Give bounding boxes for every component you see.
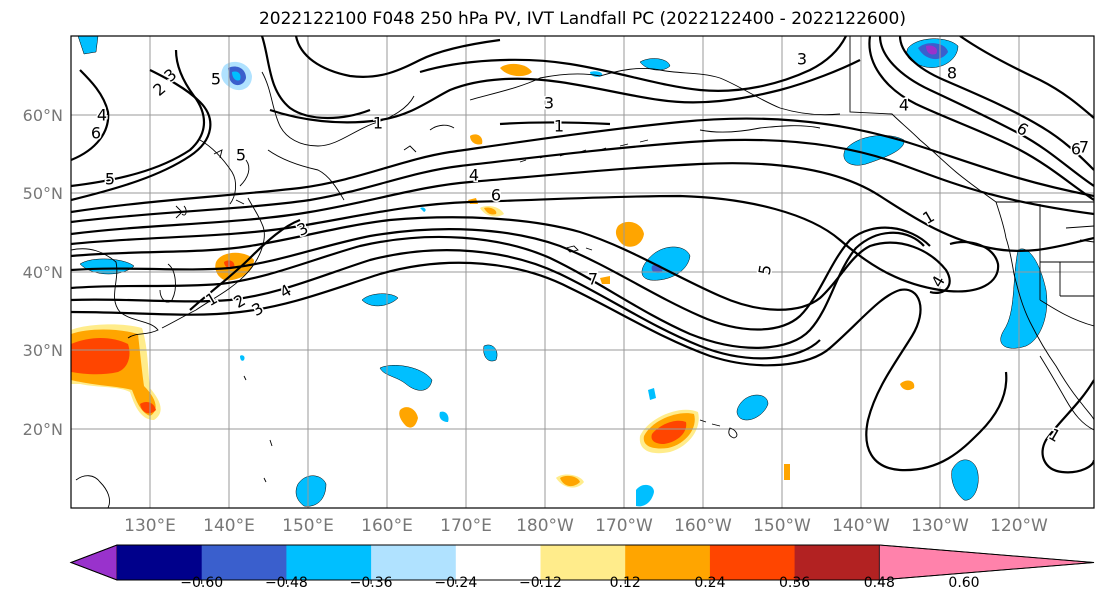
colorbar-segment — [540, 545, 626, 580]
contour-label: 4 — [899, 96, 909, 115]
contour-label: 5 — [105, 170, 115, 189]
longitude-label: 160°W — [674, 516, 732, 536]
negative-anomaly — [648, 388, 656, 400]
colorbar-outline — [69, 544, 1095, 581]
positive-anomaly — [651, 420, 687, 444]
pv-contours — [71, 36, 1094, 474]
negative-anomaly — [361, 293, 399, 307]
colorbar-segment — [794, 545, 880, 580]
negative-anomaly — [232, 71, 241, 81]
contour-label: 5 — [236, 146, 246, 165]
longitude-labels: 130°E 140°E 150°E 160°E 170°E 180°W 170°W 160°W… — [124, 516, 1048, 536]
map-title: 2022122100 F048 250 hPa PV, IVT Landfall… — [258, 9, 906, 29]
colorbar-segment — [455, 545, 541, 580]
positive-anomaly — [500, 63, 532, 77]
colorbar-segment — [371, 545, 457, 580]
colorbar-extend-low — [69, 544, 118, 581]
colorbar-tick-label: 0.48 — [864, 575, 895, 591]
colorbar-tick-label: 0.36 — [779, 575, 810, 591]
contour-label: 8 — [947, 64, 957, 83]
latitude-label: 20°N — [23, 420, 63, 439]
positive-anomaly — [399, 407, 418, 428]
colorbar-tick-label: −0.12 — [519, 575, 562, 591]
negative-anomaly — [843, 135, 905, 166]
colorbar-tick-label: 0.12 — [610, 575, 641, 591]
colorbar-tick-label: −0.48 — [265, 575, 308, 591]
positive-anomaly — [484, 207, 497, 215]
contour-label: 3 — [544, 94, 554, 113]
contour-label: 6 — [491, 186, 501, 205]
longitude-label: 140°E — [203, 516, 255, 536]
latitude-label: 30°N — [23, 341, 63, 360]
longitude-label: 140°W — [832, 516, 890, 536]
colorbar-segment — [201, 545, 287, 580]
positive-anomaly — [470, 134, 483, 145]
longitude-label: 120°W — [990, 516, 1048, 536]
negative-anomaly — [926, 45, 938, 55]
longitude-label: 170°E — [440, 516, 492, 536]
contour-label: 5 — [211, 70, 221, 89]
negative-anomaly — [736, 394, 769, 421]
colorbar-tick-label: −0.36 — [350, 575, 393, 591]
longitude-label: 180°W — [516, 516, 574, 536]
colorbar-tick-labels: −0.60 −0.48 −0.36 −0.24 −0.12 0.12 0.24 0.36 0.4… — [180, 575, 979, 591]
negative-anomaly — [77, 36, 99, 55]
contour-label: 7 — [588, 270, 598, 289]
longitude-label: 130°W — [911, 516, 969, 536]
latitude-labels: 60°N 50°N 40°N 30°N 20°N — [23, 106, 63, 439]
negative-anomaly — [636, 484, 654, 507]
negative-anomaly — [483, 344, 498, 362]
negative-anomaly — [420, 207, 426, 212]
colorbar-segment — [117, 545, 203, 580]
positive-anomaly — [71, 338, 130, 375]
longitude-label: 150°E — [282, 516, 334, 536]
longitude-label: 130°E — [124, 516, 176, 536]
colorbar-segment — [286, 545, 372, 580]
contour-label: 7 — [1079, 138, 1089, 157]
contour-label: 6 — [1071, 140, 1081, 159]
latitude-label: 50°N — [23, 184, 63, 203]
contour-label: 4 — [97, 106, 107, 125]
longitude-label: 170°W — [595, 516, 653, 536]
negative-anomaly — [295, 475, 327, 507]
colorbar-segment — [709, 545, 796, 580]
negative-anomaly — [379, 365, 433, 391]
positive-anomaly — [900, 380, 915, 391]
contour-label: 4 — [469, 166, 479, 185]
longitude-label: 150°W — [753, 516, 811, 536]
contour-label: 3 — [797, 50, 807, 69]
colorbar-segment — [625, 545, 711, 580]
colorbar-tick-label: −0.24 — [434, 575, 477, 591]
contour-label: 5 — [755, 263, 775, 276]
colorbar-tick-label: −0.60 — [180, 575, 223, 591]
latitude-label: 60°N — [23, 106, 63, 125]
positive-anomaly — [784, 464, 790, 480]
contour-label: 6 — [91, 124, 101, 143]
colorbar-tick-label: 0.60 — [948, 575, 979, 591]
latitude-label: 40°N — [23, 263, 63, 282]
contour-label: 1 — [373, 114, 383, 133]
positive-anomaly — [140, 402, 156, 414]
positive-anomaly — [615, 221, 644, 247]
negative-anomaly — [1000, 248, 1048, 349]
negative-anomaly — [439, 411, 449, 422]
colorbar-extend-high — [878, 544, 1095, 581]
negative-anomaly — [240, 355, 245, 361]
positive-anomaly — [600, 276, 610, 284]
shaded-anomalies — [71, 36, 1048, 507]
positive-anomaly — [560, 475, 580, 487]
negative-anomaly — [951, 459, 979, 501]
colorbar — [69, 544, 1095, 581]
plot-frame — [70, 35, 1095, 509]
contour-label: 1 — [554, 117, 564, 136]
colorbar-tick-label: 0.24 — [694, 575, 725, 591]
longitude-label: 160°E — [361, 516, 413, 536]
